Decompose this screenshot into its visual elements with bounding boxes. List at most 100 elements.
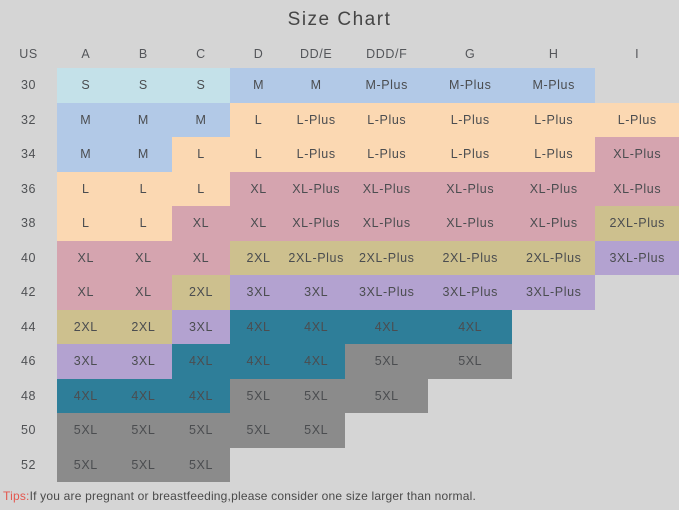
size-cell-50-B: 5XL [114,413,173,448]
size-cell-36-DD-E: XL-Plus [287,171,345,206]
row-label-46: 46 [20,354,37,369]
size-cell-48-DD-E: 5XL [287,378,345,413]
size-cell-34-C: L [172,137,230,172]
size-cell-38-H: XL-Plus [511,206,596,241]
size-cell-38-A: L [57,206,115,241]
size-cell-52-A: 5XL [57,447,115,482]
size-cell-42-H: 3XL-Plus [511,275,596,310]
size-cell-36-D: XL [229,171,288,206]
size-cell-48-DDD-F: 5XL [344,378,429,413]
column-header-DDD-F: DDD/F [366,47,408,61]
size-cell-46-DD-E: 4XL [287,344,345,379]
row-label-34: 34 [20,147,37,162]
size-cell-32-G: L-Plus [428,102,512,137]
column-header-C: C [196,47,206,61]
size-cell-50-A: 5XL [57,413,115,448]
size-cell-36-B: L [114,171,173,206]
size-cell-34-DDD-F: L-Plus [344,137,429,172]
row-label-44: 44 [20,319,37,334]
column-header-H: H [548,47,559,61]
size-cell-38-I: 2XL-Plus [595,206,679,241]
size-cell-36-I: XL-Plus [595,171,679,206]
size-cell-34-D: L [229,137,288,172]
size-cell-34-A: M [57,137,115,172]
size-cell-44-DDD-F: 4XL [344,309,429,344]
size-cell-38-D: XL [229,206,288,241]
size-cell-44-A: 2XL [57,309,115,344]
empty-cell-50-H [512,413,596,448]
size-cell-30-DDD-F: M-Plus [344,68,429,103]
size-cell-48-D: 5XL [229,378,288,413]
size-chart-table: US A B C D DD/E DDD/F G H I 30 S S S M M M-Plus M-Plus M-P… [0,40,679,482]
column-header-US: US [19,47,38,61]
row-label-32: 32 [20,112,37,127]
size-cell-40-DD-E: 2XL-Plus [287,240,345,275]
size-cell-36-C: L [172,171,230,206]
size-cell-52-C: 5XL [172,447,230,482]
empty-cell-52-G [428,448,512,483]
size-cell-34-G: L-Plus [428,137,512,172]
size-cell-40-A: XL [57,240,115,275]
column-header-A: A [81,47,91,61]
empty-cell-50-DDD-F [345,413,429,448]
size-cell-40-B: XL [114,240,173,275]
size-cell-40-C: XL [172,240,230,275]
row-label-52: 52 [20,457,37,472]
size-cell-42-B: XL [114,275,173,310]
tips-label: Tips: [3,489,30,503]
size-cell-50-C: 5XL [172,413,230,448]
size-cell-44-B: 2XL [114,309,173,344]
size-cell-32-B: M [114,102,173,137]
column-header-D: D [253,47,264,61]
empty-cell-52-DD-E [287,448,345,483]
row-label-38: 38 [20,216,37,231]
size-cell-36-H: XL-Plus [511,171,596,206]
column-header-G: G [465,47,476,61]
empty-cell-50-G [428,413,512,448]
empty-cell-48-G [428,379,512,414]
size-cell-42-C: 2XL [172,275,230,310]
size-cell-42-G: 3XL-Plus [428,275,512,310]
size-cell-46-B: 3XL [114,344,173,379]
size-cell-30-C: S [172,68,230,103]
size-cell-46-C: 4XL [172,344,230,379]
size-cell-36-G: XL-Plus [428,171,512,206]
empty-cell-42-I [595,275,679,310]
row-label-42: 42 [20,285,37,300]
size-cell-50-D: 5XL [229,413,288,448]
size-cell-32-A: M [57,102,115,137]
empty-cell-52-D [230,448,288,483]
column-header-DD-E: DD/E [300,47,333,61]
size-cell-38-G: XL-Plus [428,206,512,241]
empty-cell-46-H [512,344,596,379]
size-cell-48-C: 4XL [172,378,230,413]
row-label-50: 50 [20,423,37,438]
size-cell-50-DD-E: 5XL [287,413,345,448]
empty-cell-48-I [595,379,679,414]
size-cell-30-G: M-Plus [428,68,512,103]
row-label-36: 36 [20,181,37,196]
empty-cell-52-I [595,448,679,483]
size-cell-38-DDD-F: XL-Plus [344,206,429,241]
empty-cell-46-I [595,344,679,379]
size-cell-42-D: 3XL [229,275,288,310]
size-cell-34-B: M [114,137,173,172]
size-cell-34-I: XL-Plus [595,137,679,172]
tips-text: If you are pregnant or breastfeeding,ple… [29,489,477,503]
size-cell-44-G: 4XL [428,309,512,344]
empty-cell-50-I [595,413,679,448]
size-cell-44-DD-E: 4XL [287,309,345,344]
size-cell-32-DDD-F: L-Plus [344,102,429,137]
page-title: Size Chart [287,9,392,30]
size-cell-40-H: 2XL-Plus [511,240,596,275]
size-cell-38-B: L [114,206,173,241]
size-cell-36-A: L [57,171,115,206]
size-cell-44-D: 4XL [229,309,288,344]
row-label-40: 40 [20,250,37,265]
size-cell-30-DD-E: M [287,68,345,103]
size-cell-48-A: 4XL [57,378,115,413]
size-cell-46-A: 3XL [57,344,115,379]
size-cell-32-D: L [229,102,288,137]
size-cell-44-C: 3XL [172,309,230,344]
size-cell-30-D: M [229,68,288,103]
